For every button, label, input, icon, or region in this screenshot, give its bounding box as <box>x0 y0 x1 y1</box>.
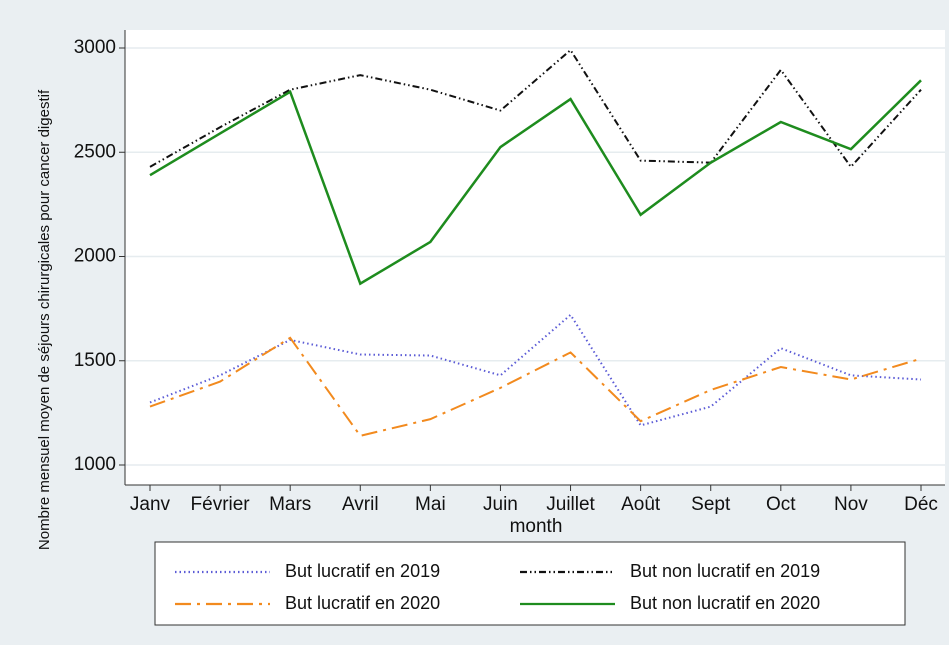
y-tick-label: 3000 <box>74 37 116 58</box>
x-tick-label: Février <box>191 494 251 515</box>
plot-region <box>125 30 945 485</box>
y-tick-label: 1500 <box>74 350 116 371</box>
y-tick-label: 2500 <box>74 141 116 162</box>
x-tick-label: Juillet <box>546 494 595 515</box>
legend-label: But lucratif en 2019 <box>285 561 440 581</box>
legend-label: But non lucratif en 2020 <box>630 593 820 613</box>
x-tick-label: Sept <box>691 494 731 515</box>
series-line <box>149 48 922 169</box>
x-tick-label: Oct <box>766 494 796 515</box>
legend-label: But non lucratif en 2019 <box>630 561 820 581</box>
x-tick-label: Avril <box>342 494 379 515</box>
legend: But lucratif en 2019 But non lucratif en … <box>175 561 820 613</box>
y-tick-label: 2000 <box>74 246 116 267</box>
y-axis-label: Nombre mensuel moyen de séjours chirurgi… <box>36 89 53 550</box>
x-tick-label: Août <box>621 494 661 515</box>
y-tick-label: 1000 <box>74 454 116 475</box>
series-line <box>149 336 922 437</box>
series-line <box>149 313 922 427</box>
x-tick-label: Juin <box>483 494 518 515</box>
x-tick-label: Déc <box>904 494 938 515</box>
legend-box <box>154 541 906 626</box>
x-tick-label: Janv <box>130 494 171 515</box>
x-axis-label: month <box>510 516 563 537</box>
x-tick-label: Mars <box>269 494 311 515</box>
x-tick-label: Mai <box>415 494 446 515</box>
legend-label: But lucratif en 2020 <box>285 593 440 613</box>
x-tick-label: Nov <box>834 494 868 515</box>
series-line <box>149 79 922 286</box>
